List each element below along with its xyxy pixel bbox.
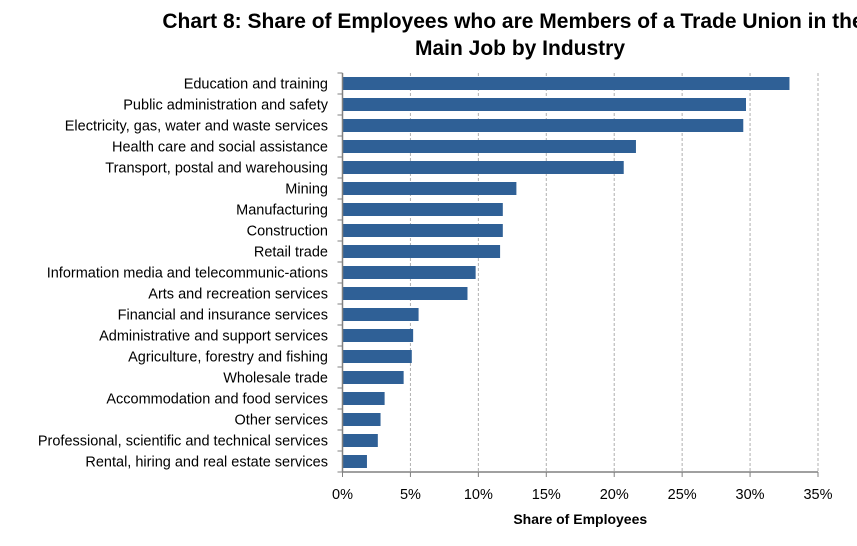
bar xyxy=(342,350,412,363)
x-tick-label: 30% xyxy=(736,487,765,503)
y-category-label: Wholesale trade xyxy=(223,371,328,387)
bar xyxy=(342,287,468,300)
chart-title: Chart 8: Share of Employees who are Memb… xyxy=(162,10,857,60)
y-category-label: Administrative and support services xyxy=(99,329,328,345)
bar xyxy=(342,77,790,90)
bar xyxy=(342,245,501,258)
x-axis-title: Share of Employees xyxy=(513,511,647,527)
bar xyxy=(342,392,385,405)
bar xyxy=(342,203,503,216)
bar xyxy=(342,119,744,132)
bar xyxy=(342,182,517,195)
y-category-label: Accommodation and food services xyxy=(106,392,328,408)
y-category-label: Rental, hiring and real estate services xyxy=(85,455,328,471)
y-category-label: Retail trade xyxy=(254,245,328,261)
y-category-label: Education and training xyxy=(184,77,328,93)
x-tick-label: 25% xyxy=(668,487,697,503)
bar xyxy=(342,434,378,447)
x-tick-label: 0% xyxy=(332,487,353,503)
x-tick-label: 20% xyxy=(600,487,629,503)
y-category-label: Electricity, gas, water and waste servic… xyxy=(65,119,328,135)
bar xyxy=(342,161,624,174)
x-tick-label: 15% xyxy=(532,487,561,503)
x-tick-label: 35% xyxy=(803,487,832,503)
y-category-label: Transport, postal and warehousing xyxy=(105,161,328,177)
bar xyxy=(342,413,381,426)
y-category-label: Information media and telecommunic-ation… xyxy=(47,266,328,282)
bar xyxy=(342,329,414,342)
bar xyxy=(342,308,419,321)
y-category-label: Professional, scientific and technical s… xyxy=(38,434,328,450)
y-category-label: Financial and insurance services xyxy=(118,308,328,324)
y-category-label: Construction xyxy=(247,224,328,240)
y-category-label: Mining xyxy=(285,182,328,198)
bar xyxy=(342,266,476,279)
y-category-label: Manufacturing xyxy=(236,203,328,219)
x-tick-label: 10% xyxy=(464,487,493,503)
y-category-label: Agriculture, forestry and fishing xyxy=(128,350,328,366)
bar xyxy=(342,98,746,111)
bar xyxy=(342,455,367,468)
bar xyxy=(342,140,636,153)
y-category-label: Other services xyxy=(235,413,328,429)
x-tick-label: 5% xyxy=(400,487,421,503)
y-category-label: Health care and social assistance xyxy=(112,140,328,156)
y-category-label: Public administration and safety xyxy=(123,98,328,114)
bar xyxy=(342,224,503,237)
bar xyxy=(342,371,404,384)
y-category-label: Arts and recreation services xyxy=(148,287,328,303)
